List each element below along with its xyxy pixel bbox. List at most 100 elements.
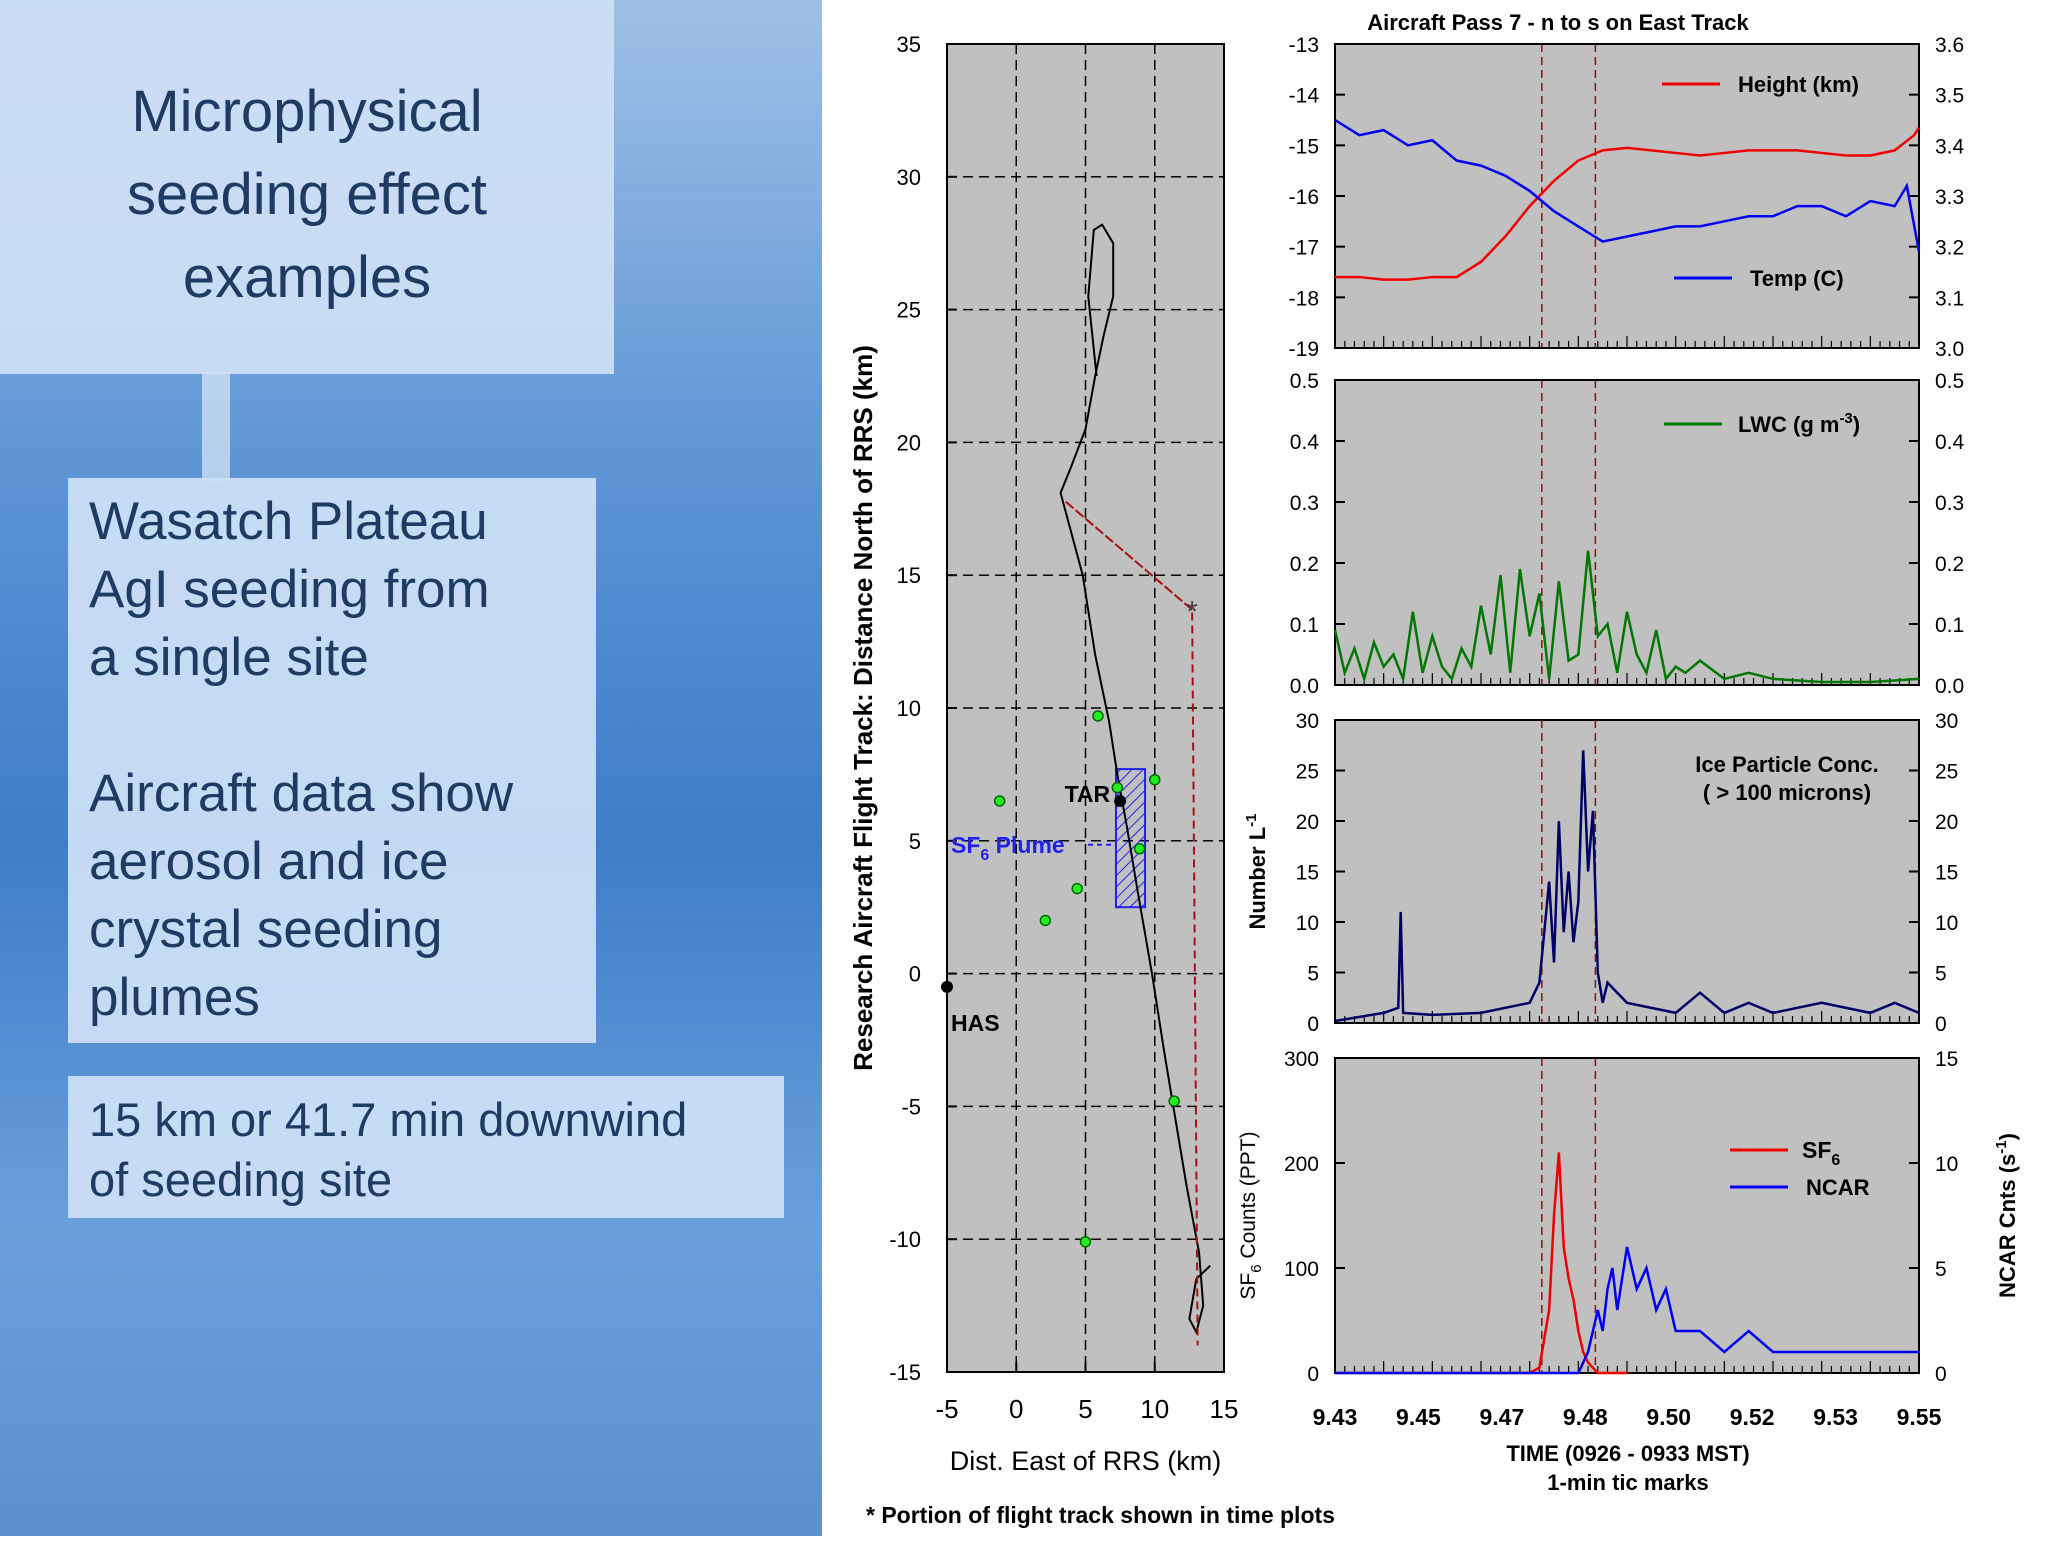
map-x-tick-label: -5 xyxy=(935,1394,958,1424)
ice-axis-right-label: 30 xyxy=(1935,710,1958,733)
body-line: Wasatch Plateau xyxy=(89,492,488,551)
ncar-y-axis-label: NCAR Cnts (s-1) xyxy=(1993,1133,2020,1298)
ice-axis-label: 5 xyxy=(1307,963,1319,986)
sf6-axis-label: 0 xyxy=(1307,1363,1319,1386)
ncar-legend-label: NCAR xyxy=(1806,1175,1870,1200)
ice-axis-right-label: 15 xyxy=(1935,862,1958,885)
temp-axis-label: -16 xyxy=(1289,186,1319,209)
sf6-axis-label: 200 xyxy=(1284,1153,1319,1176)
ice-plot-area xyxy=(1334,719,1920,1024)
temp-axis-label: -13 xyxy=(1289,34,1319,57)
height-axis-label: 3.2 xyxy=(1935,237,1964,260)
sf6-plume-label: SF6 Plume xyxy=(951,832,1065,864)
temp-series-line xyxy=(1334,118,1921,252)
instrument-site-point xyxy=(1168,1095,1180,1107)
ice-annotation: Ice Particle Conc. xyxy=(1695,752,1878,777)
body-line: aerosol and ice xyxy=(89,832,449,891)
map-x-tick-label: 15 xyxy=(1210,1394,1239,1424)
time-tick-label: 9.45 xyxy=(1396,1404,1441,1430)
body-line: plumes xyxy=(89,968,260,1027)
ncar-series-line xyxy=(1335,1246,1919,1375)
sf6-axis-label: 100 xyxy=(1284,1258,1319,1281)
site-marker xyxy=(941,980,953,993)
lwc-axis-label: 0.5 xyxy=(1290,370,1319,393)
ice-axis-right-label: 0 xyxy=(1935,1013,1947,1036)
temp-legend-label: Temp (C) xyxy=(1750,266,1844,291)
sf6-y-axis-label: SF6 Counts (PPT) xyxy=(1237,1131,1265,1299)
time-axis-sublabel: 1-min tic marks xyxy=(1547,1470,1708,1495)
temp-axis-label: -17 xyxy=(1289,237,1319,260)
map-y-tick-label: 25 xyxy=(897,298,921,323)
note-line: 15 km or 41.7 min downwind xyxy=(89,1093,688,1146)
title-box: Microphysical seeding effect examples xyxy=(0,0,614,374)
site-marker xyxy=(1114,794,1127,807)
height-axis-label: 3.1 xyxy=(1935,287,1964,310)
height-axis-label: 3.3 xyxy=(1935,186,1964,209)
lwc-axis-label: 0.3 xyxy=(1290,492,1319,515)
body-line: crystal seeding xyxy=(89,900,443,959)
map-y-tick-label: 20 xyxy=(897,430,921,455)
time-tick-label: 9.48 xyxy=(1563,1404,1608,1430)
lwc-legend-label: LWC (g m-3) xyxy=(1738,410,1860,437)
height-series-line xyxy=(1335,126,1921,281)
height-temp-title: Aircraft Pass 7 - n to s on East Track xyxy=(1367,10,1749,35)
ice-axis-right-label: 10 xyxy=(1935,912,1958,935)
lwc-axis-right-label: 0.5 xyxy=(1935,370,1964,393)
title-line: Microphysical xyxy=(131,79,483,144)
site-label: HAS xyxy=(951,1010,1000,1036)
sf6-axis-label: 300 xyxy=(1284,1048,1319,1071)
map-x-tick-label: 5 xyxy=(1078,1394,1092,1424)
lwc-axis-label: 0.0 xyxy=(1290,675,1319,698)
site-label: TAR xyxy=(1065,781,1111,807)
lwc-axis-label: 0.1 xyxy=(1290,614,1319,637)
height-legend-label: Height (km) xyxy=(1738,72,1859,97)
figure-svg: * Portion of flight track shown in time … xyxy=(848,10,2020,1528)
map-y-tick-label: 5 xyxy=(909,829,921,854)
time-tick-label: 9.47 xyxy=(1479,1404,1524,1430)
note-line: of seeding site xyxy=(89,1153,393,1206)
lwc-axis-right-label: 0.3 xyxy=(1935,492,1964,515)
sf6-legend-label: SF6 xyxy=(1802,1137,1840,1169)
ice-axis-right-label: 20 xyxy=(1935,811,1958,834)
body-line: Aircraft data show xyxy=(89,764,514,823)
temp-axis-label: -14 xyxy=(1289,85,1320,108)
time-plot-track-line xyxy=(1064,500,1199,1346)
temp-axis-label: -18 xyxy=(1289,287,1319,310)
lwc-axis-label: 0.2 xyxy=(1290,553,1319,576)
time-tick-label: 9.43 xyxy=(1313,1404,1358,1430)
map-y-tick-label: -10 xyxy=(889,1227,921,1252)
body-line: a single site xyxy=(89,628,369,687)
height-axis-label: 3.6 xyxy=(1935,34,1964,57)
ncar-axis-label: 10 xyxy=(1935,1153,1958,1176)
ice-axis-label: 10 xyxy=(1296,912,1319,935)
map-x-tick-label: 10 xyxy=(1140,1394,1169,1424)
map-y-tick-label: 0 xyxy=(909,962,921,987)
lwc-series-line xyxy=(1333,550,1920,684)
decorative-bar xyxy=(202,372,230,482)
map-y-tick-label: -5 xyxy=(901,1094,921,1119)
instrument-site-point xyxy=(1079,1236,1092,1248)
instrument-site-point xyxy=(1092,710,1104,722)
map-y-axis-label: Research Aircraft Flight Track: Distance… xyxy=(848,345,878,1071)
ice-axis-label: 30 xyxy=(1296,710,1319,733)
lwc-axis-right-label: 0.2 xyxy=(1935,553,1964,576)
ice-series-line xyxy=(1334,750,1920,1023)
instrument-site-point xyxy=(1039,914,1052,927)
map-y-tick-label: -15 xyxy=(889,1360,921,1385)
lwc-axis-label: 0.4 xyxy=(1290,431,1320,454)
map-x-tick-label: 0 xyxy=(1009,1394,1023,1424)
time-tick-label: 9.50 xyxy=(1646,1404,1691,1430)
ncar-axis-label: 15 xyxy=(1935,1048,1958,1071)
height-axis-label: 3.4 xyxy=(1935,135,1965,158)
map-x-axis-label: Dist. East of RRS (km) xyxy=(950,1446,1222,1476)
time-tick-label: 9.53 xyxy=(1813,1404,1858,1430)
map-y-tick-label: 35 xyxy=(897,32,921,57)
ice-axis-label: 25 xyxy=(1296,761,1319,784)
instrument-site-point xyxy=(993,795,1006,807)
instrument-site-point xyxy=(1133,843,1146,855)
note-box: 15 km or 41.7 min downwind of seeding si… xyxy=(68,1076,784,1218)
map-y-tick-label: 15 xyxy=(897,563,921,588)
ncar-axis-label: 0 xyxy=(1935,1363,1947,1386)
ice-axis-label: 15 xyxy=(1296,862,1319,885)
temp-axis-label: -15 xyxy=(1289,135,1319,158)
